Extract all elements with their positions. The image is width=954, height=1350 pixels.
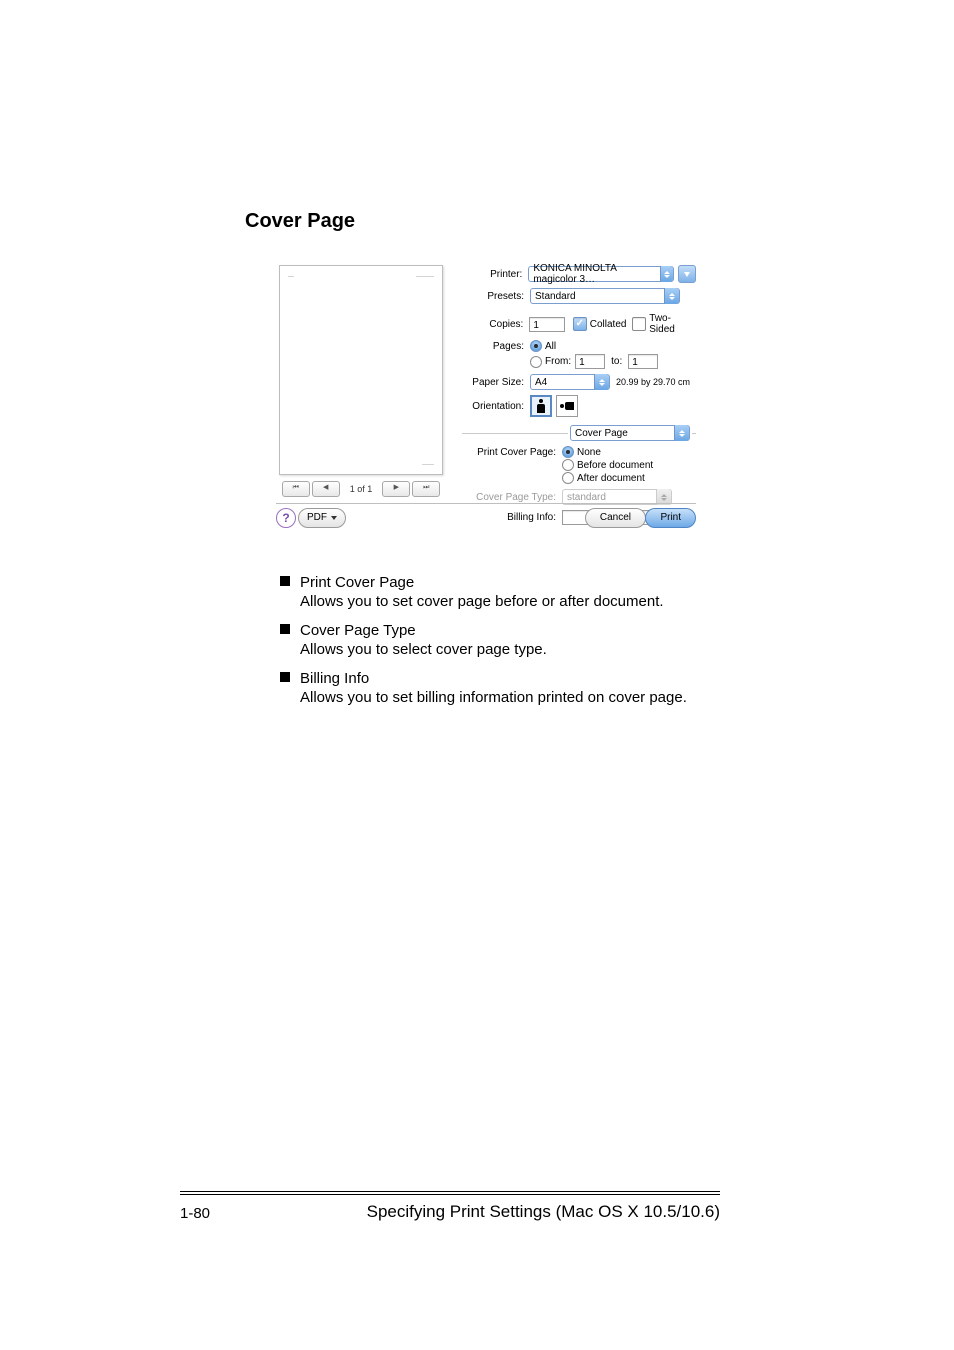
section-heading: Cover Page xyxy=(245,210,355,233)
printer-label: Printer: xyxy=(462,269,528,280)
preview-pager: ⏮ ◀ 1 of 1 ▶ ⏭ xyxy=(279,481,443,497)
bullet-icon xyxy=(280,624,290,634)
pdf-label: PDF xyxy=(307,509,327,527)
pager-label: 1 of 1 xyxy=(342,484,381,494)
orientation-label: Orientation: xyxy=(462,401,530,412)
settings-column: Printer: KONICA MINOLTA magicolor 3… Pre… xyxy=(462,265,696,530)
cover-page-type-value: standard xyxy=(567,492,606,503)
cover-before-radio[interactable] xyxy=(562,459,574,471)
print-cover-none-row: Print Cover Page: None xyxy=(462,446,696,458)
section-select-row: Cover Page xyxy=(462,425,696,441)
bullet-icon xyxy=(280,672,290,682)
print-button[interactable]: Print xyxy=(645,508,696,528)
bullet-icon xyxy=(280,576,290,586)
paper-dims: 20.99 by 29.70 cm xyxy=(610,377,690,387)
dialog-footer-separator xyxy=(276,503,696,504)
help-button[interactable]: ? xyxy=(276,508,296,528)
footer-rule-bottom xyxy=(180,1194,720,1195)
billing-info-label: Billing Info: xyxy=(462,512,562,523)
cover-none-label: None xyxy=(577,447,601,458)
copies-row: Copies: 1 Collated Two-Sided xyxy=(462,313,696,335)
orientation-portrait-button[interactable] xyxy=(530,395,552,417)
pager-prev-button[interactable]: ◀ xyxy=(312,481,340,497)
print-cover-after-row: After document xyxy=(462,472,696,484)
presets-row: Presets: Standard xyxy=(462,288,696,304)
presets-select[interactable]: Standard xyxy=(530,288,680,304)
pages-from-row: From: 1 to: 1 xyxy=(462,354,696,369)
pager-next-button[interactable]: ▶ xyxy=(382,481,410,497)
two-sided-label: Two-Sided xyxy=(649,313,696,335)
list-item: Billing Info Allows you to set billing i… xyxy=(280,670,690,706)
pages-from-radio[interactable] xyxy=(530,356,542,368)
preview-tiny-text: —— xyxy=(422,462,434,468)
select-arrows-icon xyxy=(594,374,609,390)
list-item-title: Billing Info xyxy=(280,670,690,687)
print-dialog: — ——— —— ⏮ ◀ 1 of 1 ▶ ⏭ Printer: KONICA … xyxy=(264,253,708,538)
pager-first-button[interactable]: ⏮ xyxy=(282,481,310,497)
description-list: Print Cover Page Allows you to set cover… xyxy=(280,574,690,718)
caret-down-icon xyxy=(331,516,337,520)
cover-after-radio[interactable] xyxy=(562,472,574,484)
pager-last-button[interactable]: ⏭ xyxy=(412,481,440,497)
preview-page: — ——— —— xyxy=(279,265,443,475)
presets-value: Standard xyxy=(535,291,576,302)
orientation-row: Orientation: xyxy=(462,395,696,417)
select-arrows-icon xyxy=(660,266,673,282)
pages-all-label: All xyxy=(545,341,556,352)
cover-before-label: Before document xyxy=(577,460,653,471)
list-item: Cover Page Type Allows you to select cov… xyxy=(280,622,690,658)
print-cover-label: Print Cover Page: xyxy=(462,447,562,458)
cover-after-label: After document xyxy=(577,473,645,484)
portrait-icon xyxy=(536,399,546,413)
paper-size-value: A4 xyxy=(535,377,547,388)
presets-label: Presets: xyxy=(462,291,530,302)
two-sided-checkbox[interactable] xyxy=(632,317,646,331)
from-input[interactable]: 1 xyxy=(575,354,605,369)
paper-size-select[interactable]: A4 xyxy=(530,374,610,390)
list-item-title: Cover Page Type xyxy=(280,622,690,639)
select-arrows-icon xyxy=(664,288,679,304)
page-number: 1-80 xyxy=(180,1205,210,1222)
cancel-button[interactable]: Cancel xyxy=(585,508,646,528)
collated-label: Collated xyxy=(590,319,627,330)
preview-area: — ——— —— ⏮ ◀ 1 of 1 ▶ ⏭ xyxy=(279,265,443,497)
page: Cover Page — ——— —— ⏮ ◀ 1 of 1 ▶ ⏭ Print… xyxy=(0,0,954,1350)
pages-all-radio[interactable] xyxy=(530,340,542,352)
orientation-landscape-button[interactable] xyxy=(556,395,578,417)
printer-value: KONICA MINOLTA magicolor 3… xyxy=(533,263,660,285)
list-item: Print Cover Page Allows you to set cover… xyxy=(280,574,690,610)
select-arrows-icon xyxy=(674,425,689,441)
copies-input[interactable]: 1 xyxy=(529,317,565,332)
footer-title: Specifying Print Settings (Mac OS X 10.5… xyxy=(367,1202,720,1222)
paper-size-label: Paper Size: xyxy=(462,377,530,388)
list-item-desc: Allows you to set billing information pr… xyxy=(300,689,690,706)
printer-disclosure-button[interactable] xyxy=(678,265,696,283)
copies-label: Copies: xyxy=(462,319,529,330)
to-label: to: xyxy=(605,356,628,367)
cover-none-radio[interactable] xyxy=(562,446,574,458)
printer-select[interactable]: KONICA MINOLTA magicolor 3… xyxy=(528,266,674,282)
list-item-title: Print Cover Page xyxy=(280,574,690,591)
list-item-desc: Allows you to select cover page type. xyxy=(300,641,690,658)
section-select[interactable]: Cover Page xyxy=(570,425,690,441)
section-select-value: Cover Page xyxy=(575,428,628,439)
pages-all-row: Pages: All xyxy=(462,340,696,352)
printer-row: Printer: KONICA MINOLTA magicolor 3… xyxy=(462,265,696,283)
pages-label: Pages: xyxy=(462,341,530,352)
paper-size-row: Paper Size: A4 20.99 by 29.70 cm xyxy=(462,374,696,390)
cover-page-type-label: Cover Page Type: xyxy=(462,492,562,503)
separator xyxy=(462,433,568,434)
footer-rule-top xyxy=(180,1191,720,1192)
list-item-desc: Allows you to set cover page before or a… xyxy=(300,593,690,610)
from-label: From: xyxy=(545,356,571,367)
preview-tiny-text: — xyxy=(288,274,294,280)
pdf-menu-button[interactable]: PDF xyxy=(298,508,346,528)
collated-checkbox[interactable] xyxy=(573,317,587,331)
to-input[interactable]: 1 xyxy=(628,354,658,369)
print-cover-before-row: Before document xyxy=(462,459,696,471)
separator xyxy=(692,433,696,434)
landscape-icon xyxy=(560,401,574,411)
preview-tiny-text: ——— xyxy=(416,274,434,280)
